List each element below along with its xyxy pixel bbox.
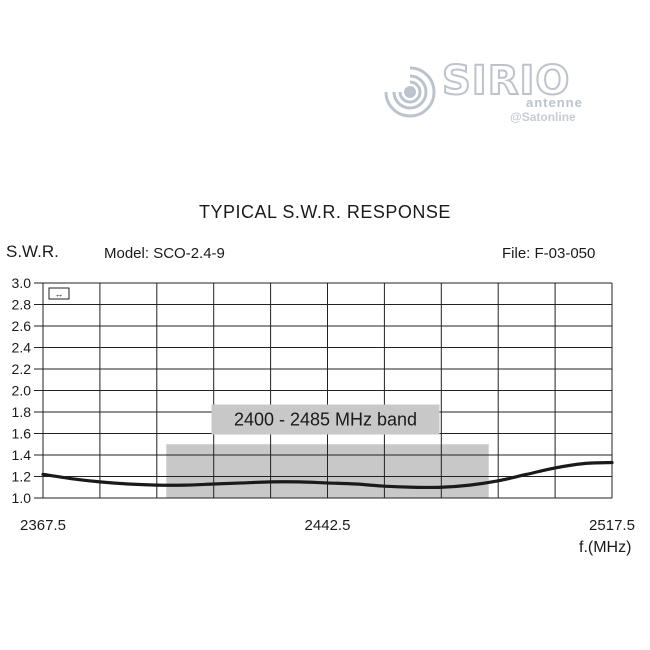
brand-sub: antenne: [526, 95, 583, 110]
watermark-credit: @Satonline: [510, 110, 576, 124]
y-tick-label: 1.6: [12, 426, 32, 442]
y-axis-label: S.W.R.: [6, 242, 59, 261]
scale-icon-frame: [48, 287, 70, 300]
band-label-box: [211, 404, 440, 435]
band-label: 2400 - 2485 MHz band: [234, 410, 417, 430]
y-tick-label: 1.8: [12, 404, 32, 420]
x-tick-label: 2517.5: [589, 517, 635, 534]
y-tick-label: 2.4: [12, 340, 32, 356]
model-label: Model: SCO-2.4-9: [104, 245, 225, 262]
x-tick-label: 2367.5: [20, 517, 66, 534]
signal-waves-icon: [384, 66, 436, 118]
scale-icon-glyph: ↔: [55, 289, 64, 299]
y-tick-label: 2.0: [12, 383, 32, 399]
y-tick-label: 1.0: [12, 490, 32, 506]
y-tick-label: 2.2: [12, 361, 32, 377]
file-label: File: F-03-050: [502, 245, 596, 262]
y-tick-label: 1.2: [12, 469, 32, 485]
swr-curve: [41, 460, 614, 490]
scale-icon: ↔: [48, 287, 70, 300]
x-axis-label: f.(MHz): [579, 539, 632, 556]
chart-title: TYPICAL S.W.R. RESPONSE: [199, 202, 451, 222]
x-tick-label: 2442.5: [305, 517, 351, 534]
y-tick-label: 2.6: [12, 318, 32, 334]
y-tick-label: 3.0: [12, 275, 32, 291]
brand-name: SIRIO: [441, 57, 571, 105]
y-tick-label: 1.4: [12, 447, 32, 463]
sirio-logo: SIRIO antenne @Satonline: [380, 57, 610, 130]
y-tick-label: 2.8: [12, 297, 32, 313]
